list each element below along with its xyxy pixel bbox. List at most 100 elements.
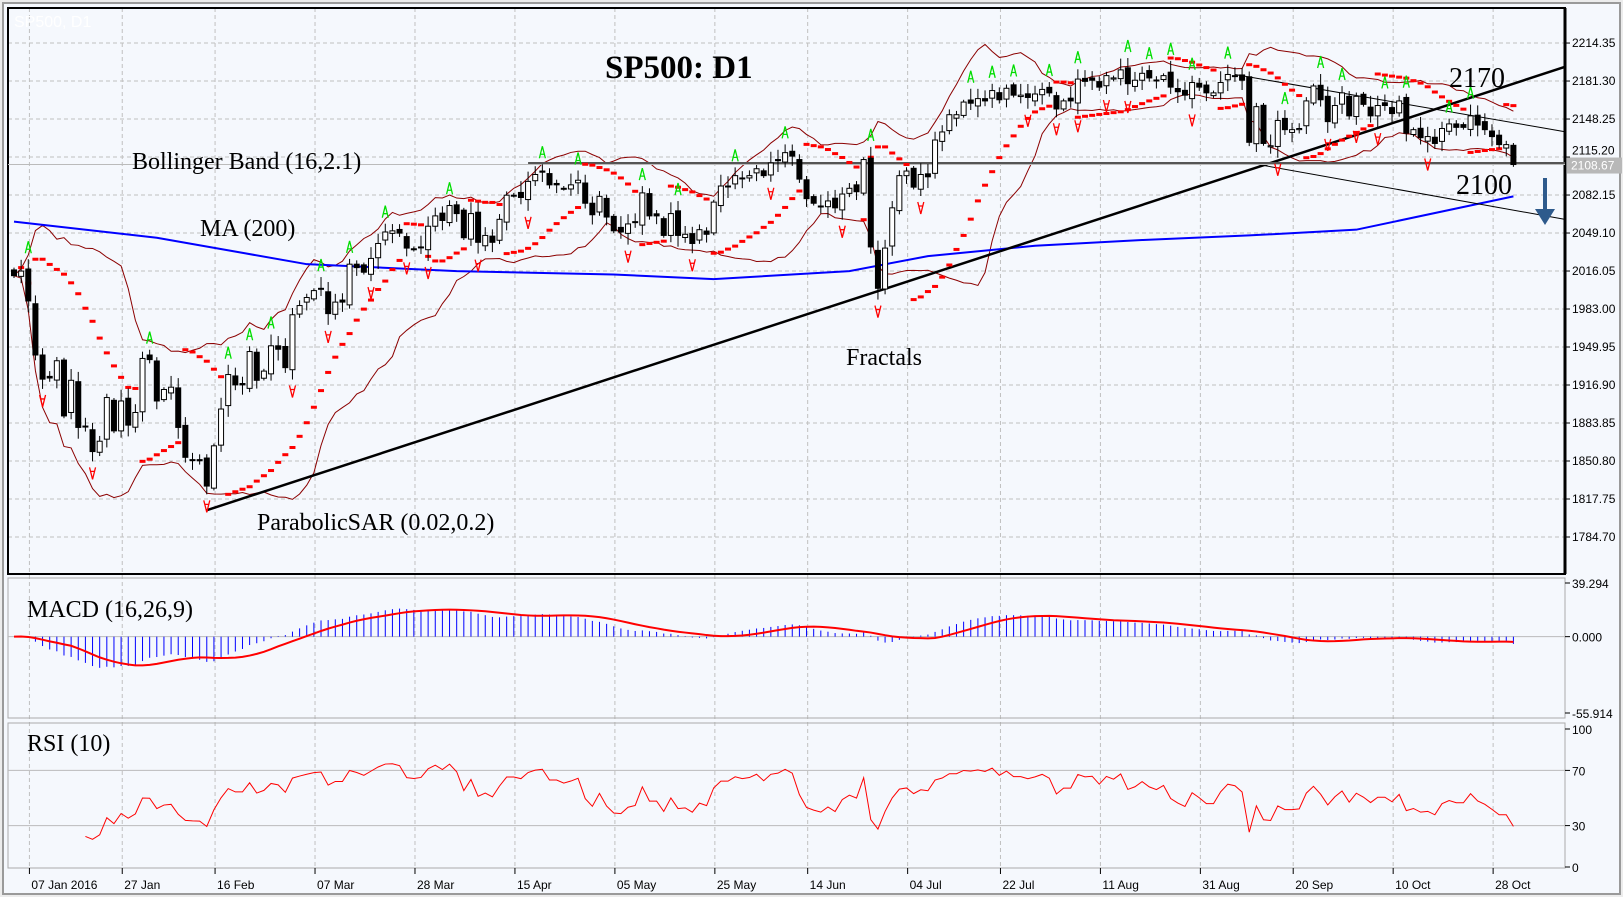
candle-body (1046, 86, 1053, 94)
sar-dot (125, 385, 132, 389)
candle-body (1231, 75, 1238, 78)
price-tick-label: 2214.35 (1572, 36, 1616, 50)
fractal-down-icon (1074, 120, 1082, 133)
candle-body (896, 175, 903, 212)
candle-body (882, 247, 889, 290)
sar-dot (575, 206, 582, 210)
candle-body (553, 182, 560, 186)
candle-body (782, 152, 789, 163)
candle-body (182, 424, 189, 458)
date-tick-label: 20 Sep (1295, 878, 1333, 892)
sar-dot (782, 205, 789, 209)
candle-body (824, 200, 831, 208)
price-tick-label: 2049.10 (1572, 226, 1616, 240)
macd-panel (8, 608, 1565, 668)
sar-dot (1431, 90, 1438, 94)
candle-body (460, 209, 467, 239)
sar-dot (996, 156, 1003, 160)
candle-body (539, 170, 546, 173)
sar-dot (1260, 68, 1267, 72)
candle-body (1339, 92, 1346, 105)
fractal-down-icon (203, 500, 211, 513)
fractal-up-icon (574, 152, 582, 165)
sar-dot (1317, 152, 1324, 156)
fractal-down-icon (403, 262, 411, 275)
sar-dot (160, 449, 167, 453)
date-tick-label: 15 Apr (517, 878, 552, 892)
sar-dot (32, 257, 39, 261)
fractal-up-icon (1445, 100, 1453, 113)
sar-dot (318, 389, 325, 393)
sar-dot (617, 176, 624, 180)
candle-body (710, 201, 717, 234)
candle-body (25, 268, 32, 302)
date-tick-label: 05 May (617, 878, 656, 892)
sar-dot (275, 460, 282, 464)
price-tick-label: 1949.95 (1572, 340, 1616, 354)
sar-dot (268, 469, 275, 473)
candle-body (1160, 75, 1167, 81)
sar-dot (517, 249, 524, 253)
sar-dot (417, 223, 424, 227)
fractal-up-icon (1381, 76, 1389, 89)
sar-dot (1367, 124, 1374, 128)
candle-body (1367, 106, 1374, 117)
price-tick-label: 1784.70 (1572, 530, 1616, 544)
sar-dot (1146, 99, 1153, 103)
sar-dot (1153, 96, 1160, 100)
sar-dot (903, 163, 910, 167)
sar-dot (710, 251, 717, 255)
sar-dot (1246, 63, 1253, 67)
sar-dot (675, 185, 682, 189)
level-2170-label: 2170 (1449, 63, 1505, 94)
sar-dot (253, 479, 260, 483)
sar-dot (1424, 85, 1431, 89)
sar-dot (1189, 60, 1196, 64)
sar-dot (1381, 73, 1388, 77)
candle-body (1224, 73, 1231, 81)
fractal-down-icon (767, 187, 775, 200)
sar-dot (139, 459, 146, 463)
fractals-label: Fractals (846, 345, 922, 371)
sar-dot (103, 351, 110, 355)
sar-dot (1389, 74, 1396, 78)
sar-dot (353, 318, 360, 322)
sar-dot (460, 247, 467, 251)
candle-body (482, 234, 489, 247)
candle-body (467, 213, 474, 240)
candle-body (803, 179, 810, 200)
candle-body (475, 211, 482, 243)
price-tick-label: 1850.80 (1572, 454, 1616, 468)
candle-body (125, 397, 132, 426)
sar-dot (1131, 105, 1138, 109)
date-tick-label: 28 Oct (1495, 878, 1531, 892)
sar-dot (1139, 102, 1146, 106)
panels (7, 7, 1567, 869)
candle-body (417, 246, 424, 249)
candle-body (196, 459, 203, 462)
price-tick-label: 2115.20 (1572, 144, 1615, 158)
sar-dot (860, 218, 867, 222)
candle-body (139, 357, 146, 413)
sar-dot (1017, 124, 1024, 128)
sar-dot (89, 319, 96, 323)
sar-dot (810, 144, 817, 148)
candle-body (146, 354, 153, 361)
candle-body (646, 193, 653, 217)
sar-dot (246, 485, 253, 489)
candle-body (53, 360, 60, 381)
down-arrow-icon (1535, 178, 1555, 225)
candle-body (1353, 95, 1360, 118)
sar-dot (1503, 103, 1510, 107)
sar-dot (567, 210, 574, 214)
sar-dot (475, 199, 482, 203)
sar-dot (175, 441, 182, 445)
sar-dot (439, 259, 446, 263)
sar-dot (1124, 108, 1131, 112)
sar-dot (953, 247, 960, 251)
ma-label: MA (200) (200, 216, 295, 242)
candle-body (1389, 107, 1396, 115)
fractal-down-icon (917, 201, 925, 215)
date-tick-label: 10 Oct (1395, 878, 1431, 892)
candle-body (453, 204, 460, 215)
